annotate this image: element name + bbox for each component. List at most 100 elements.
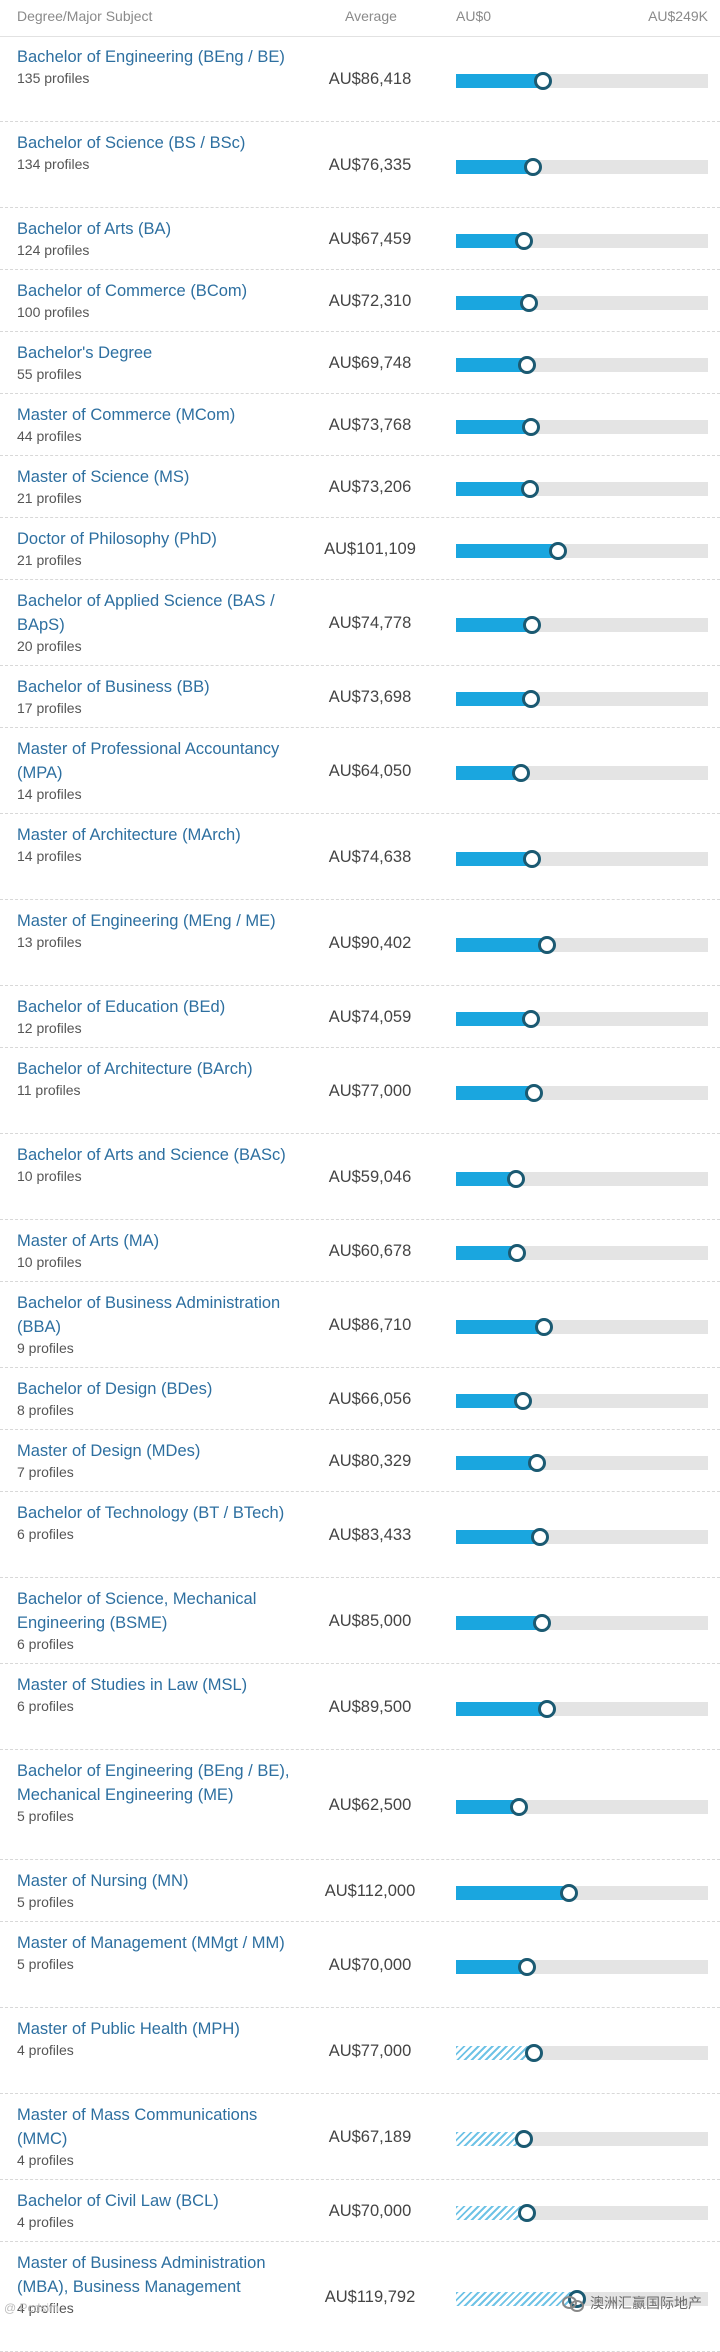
average-salary: AU$90,402 xyxy=(328,934,412,952)
degree-link[interactable]: Bachelor of Technology (BT / BTech) xyxy=(17,1504,285,1522)
profiles-count: 6 profiles xyxy=(17,1698,74,1714)
degree-link[interactable]: Master of Arts (MA) xyxy=(17,1232,160,1250)
profiles-count: 7 profiles xyxy=(17,1464,74,1480)
salary-marker[interactable] xyxy=(528,1454,546,1472)
salary-marker[interactable] xyxy=(524,158,542,176)
degree-cell: Master of Science (MS) 21 profiles xyxy=(17,465,302,508)
salary-marker[interactable] xyxy=(522,418,540,436)
salary-marker[interactable] xyxy=(560,1884,578,1902)
salary-marker[interactable] xyxy=(521,480,539,498)
salary-marker[interactable] xyxy=(534,72,552,90)
degree-link[interactable]: Doctor of Philosophy (PhD) xyxy=(17,530,217,548)
salary-marker[interactable] xyxy=(549,542,567,560)
salary-bar xyxy=(456,692,531,706)
degree-link[interactable]: Master of Design (MDes) xyxy=(17,1442,201,1460)
salary-marker[interactable] xyxy=(523,850,541,868)
average-salary: AU$86,710 xyxy=(328,1316,412,1334)
degree-cell: Bachelor of Education (BEd) 12 profiles xyxy=(17,995,302,1038)
bar-track xyxy=(456,356,708,374)
degree-link[interactable]: Master of Engineering (MEng / ME) xyxy=(17,912,276,930)
degree-link[interactable]: Bachelor of Science (BS / BSc) xyxy=(17,134,246,152)
table-row: Bachelor of Business (BB) 17 profiles AU$7… xyxy=(0,666,720,728)
salary-marker[interactable] xyxy=(515,232,533,250)
degree-link[interactable]: Bachelor of Science, Mechanical Engineer… xyxy=(17,1590,257,1632)
average-salary: AU$69,748 xyxy=(328,354,412,372)
salary-marker[interactable] xyxy=(525,1084,543,1102)
degree-cell: Bachelor's Degree 55 profiles xyxy=(17,341,302,384)
table-row: Bachelor of Science, Mechanical Engineer… xyxy=(0,1578,720,1664)
degree-link[interactable]: Bachelor of Arts and Science (BASc) xyxy=(17,1146,286,1164)
salary-marker[interactable] xyxy=(531,1528,549,1546)
degree-link[interactable]: Bachelor of Education (BEd) xyxy=(17,998,226,1016)
degree-link[interactable]: Master of Studies in Law (MSL) xyxy=(17,1676,248,1694)
profiles-count: 5 profiles xyxy=(17,1894,74,1910)
degree-link[interactable]: Bachelor's Degree xyxy=(17,344,153,362)
profiles-count: 6 profiles xyxy=(17,1526,74,1542)
salary-bar xyxy=(456,1702,547,1716)
degree-cell: Bachelor of Civil Law (BCL) 4 profiles xyxy=(17,2189,302,2232)
table-row: Master of Science (MS) 21 profiles AU$73,2… xyxy=(0,456,720,518)
salary-bar xyxy=(456,1172,516,1186)
salary-marker[interactable] xyxy=(508,1244,526,1262)
table-row: Bachelor's Degree 55 profiles AU$69,748 xyxy=(0,332,720,394)
table-row: Master of Nursing (MN) 5 profiles AU$112,0… xyxy=(0,1860,720,1922)
table-row: Master of Engineering (MEng / ME) 13 prof… xyxy=(0,900,720,986)
degree-cell: Bachelor of Arts and Science (BASc) 10 pr… xyxy=(17,1143,302,1186)
salary-marker[interactable] xyxy=(538,1700,556,1718)
table-row: Master of Arts (MA) 10 profiles AU$60,678 xyxy=(0,1220,720,1282)
average-salary: AU$83,433 xyxy=(328,1526,412,1544)
salary-marker[interactable] xyxy=(512,764,530,782)
degree-link[interactable]: Master of Architecture (MArch) xyxy=(17,826,241,844)
degree-cell: Bachelor of Business Administration (BBA… xyxy=(17,1291,302,1358)
salary-marker[interactable] xyxy=(525,2044,543,2062)
degree-link[interactable]: Master of Science (MS) xyxy=(17,468,190,486)
salary-marker[interactable] xyxy=(523,616,541,634)
degree-link[interactable]: Bachelor of Architecture (BArch) xyxy=(17,1060,253,1078)
table-row: Master of Management (MMgt / MM) 5 profil… xyxy=(0,1922,720,2008)
degree-link[interactable]: Bachelor of Business Administration (BBA… xyxy=(17,1294,281,1336)
salary-marker[interactable] xyxy=(522,690,540,708)
salary-bar xyxy=(456,1456,537,1470)
degree-link[interactable]: Master of Mass Communications (MMC) xyxy=(17,2106,258,2148)
degree-link[interactable]: Master of Management (MMgt / MM) xyxy=(17,1934,285,1952)
salary-marker[interactable] xyxy=(518,1958,536,1976)
degree-link[interactable]: Bachelor of Business (BB) xyxy=(17,678,210,696)
average-salary: AU$73,206 xyxy=(328,478,412,496)
degree-link[interactable]: Bachelor of Engineering (BEng / BE) xyxy=(17,48,285,66)
degree-link[interactable]: Bachelor of Design (BDes) xyxy=(17,1380,213,1398)
salary-marker[interactable] xyxy=(522,1010,540,1028)
salary-marker[interactable] xyxy=(518,356,536,374)
table-row: Bachelor of Technology (BT / BTech) 6 pro… xyxy=(0,1492,720,1578)
bar-track xyxy=(456,616,708,634)
degree-cell: Master of Mass Communications (MMC) 4 pro… xyxy=(17,2103,302,2170)
bar-track xyxy=(456,2204,708,2222)
salary-marker[interactable] xyxy=(518,2204,536,2222)
degree-link[interactable]: Bachelor of Commerce (BCom) xyxy=(17,282,248,300)
salary-marker[interactable] xyxy=(533,1614,551,1632)
degree-link[interactable]: Master of Professional Accountancy (MPA) xyxy=(17,740,280,782)
profiles-count: 4 profiles xyxy=(17,2214,74,2230)
degree-link[interactable]: Bachelor of Engineering (BEng / BE), Mec… xyxy=(17,1762,290,1804)
degree-link[interactable]: Master of Commerce (MCom) xyxy=(17,406,236,424)
degree-link[interactable]: Bachelor of Arts (BA) xyxy=(17,220,172,238)
bar-track xyxy=(456,1392,708,1410)
salary-bar xyxy=(456,2132,524,2146)
salary-bar xyxy=(456,1320,544,1334)
salary-marker[interactable] xyxy=(507,1170,525,1188)
bar-track xyxy=(456,1528,708,1546)
salary-marker[interactable] xyxy=(515,2130,533,2148)
average-salary: AU$86,418 xyxy=(328,70,412,88)
salary-marker[interactable] xyxy=(510,1798,528,1816)
salary-bar xyxy=(456,1886,569,1900)
profiles-count: 5 profiles xyxy=(17,1956,74,1972)
salary-marker[interactable] xyxy=(535,1318,553,1336)
degree-link[interactable]: Bachelor of Civil Law (BCL) xyxy=(17,2192,219,2210)
salary-marker[interactable] xyxy=(514,1392,532,1410)
degree-link[interactable]: Master of Nursing (MN) xyxy=(17,1872,189,1890)
salary-marker[interactable] xyxy=(520,294,538,312)
degree-link[interactable]: Master of Business Administration (MBA),… xyxy=(17,2254,266,2296)
degree-link[interactable]: Bachelor of Applied Science (BAS / BApS) xyxy=(17,592,275,634)
salary-marker[interactable] xyxy=(538,936,556,954)
degree-link[interactable]: Master of Public Health (MPH) xyxy=(17,2020,240,2038)
degree-cell: Bachelor of Architecture (BArch) 11 profi… xyxy=(17,1057,302,1100)
